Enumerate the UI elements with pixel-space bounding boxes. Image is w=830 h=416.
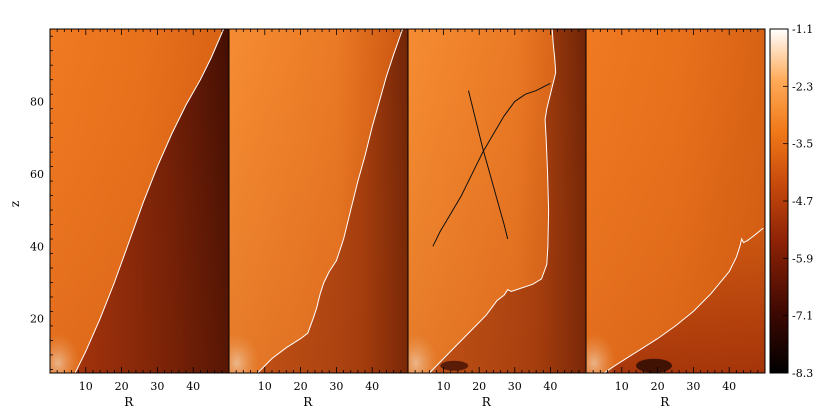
heatmap-field xyxy=(586,29,765,373)
y-axis-title: z xyxy=(8,201,22,207)
panel-frame xyxy=(585,28,766,374)
colorbar-tick-label: -3.5 xyxy=(792,138,813,151)
heatmap-field xyxy=(229,29,408,373)
panel-4: 10 20 30 40 R xyxy=(585,28,766,409)
contour-line-3 xyxy=(468,90,509,240)
x-tick-label: 20 xyxy=(472,380,486,393)
x-axis-title: R xyxy=(482,395,492,409)
x-tick-label: 30 xyxy=(686,380,700,393)
contour-line-1 xyxy=(429,29,557,373)
x-axis: 10 20 30 40 R xyxy=(414,29,580,409)
panels-group: 10 20 30 40 R 20 40 60 80 z 10 20 30 40 R 10 20 30 40 R 10 20… xyxy=(8,28,766,409)
contour-line-1 xyxy=(603,227,764,373)
y-tick-label: 40 xyxy=(30,240,44,253)
heatmap-field xyxy=(50,29,229,373)
x-tick-label: 30 xyxy=(150,380,164,393)
panel-1: 10 20 30 40 R 20 40 60 80 z xyxy=(8,28,230,409)
x-tick-label: 30 xyxy=(508,380,522,393)
x-axis: 10 20 30 40 R xyxy=(56,29,223,409)
x-tick-label: 20 xyxy=(651,380,665,393)
x-tick-label: 40 xyxy=(365,380,379,393)
x-axis-title: R xyxy=(124,395,134,409)
x-axis: 10 20 30 40 R xyxy=(235,29,402,409)
colorbar: -1.1 -2.3 -3.5 -4.7 -5.9 -7.1 -8.3 xyxy=(769,23,813,380)
colorbar-tick-label: -4.7 xyxy=(792,195,813,208)
x-axis-title: R xyxy=(660,395,670,409)
y-tick-label: 20 xyxy=(30,313,44,326)
x-tick-label: 10 xyxy=(79,380,93,393)
x-tick-label: 40 xyxy=(186,380,200,393)
y-axis: 20 40 60 80 z xyxy=(8,35,53,370)
x-tick-label: 20 xyxy=(294,380,308,393)
x-tick-label: 10 xyxy=(437,380,451,393)
colorbar-tick-label: -2.3 xyxy=(792,80,813,93)
colorbar-tick-label: -8.3 xyxy=(792,367,813,380)
x-tick-label: 20 xyxy=(115,380,129,393)
colorbar-tick-label: -7.1 xyxy=(792,310,813,323)
contour-line-1 xyxy=(257,29,404,373)
heatmap-field xyxy=(408,29,586,373)
x-tick-label: 40 xyxy=(722,380,736,393)
x-tick-label: 10 xyxy=(615,380,629,393)
colorbar-tick-label: -5.9 xyxy=(792,252,813,265)
panel-2: 10 20 30 40 R xyxy=(228,28,409,409)
contour-line-2 xyxy=(432,82,551,247)
x-axis: 10 20 30 40 R xyxy=(592,29,759,409)
colorbar-tick-label: -1.1 xyxy=(792,23,813,36)
x-tick-label: 30 xyxy=(329,380,343,393)
y-tick-label: 60 xyxy=(30,168,44,181)
x-tick-label: 10 xyxy=(258,380,272,393)
contour-line-1 xyxy=(74,29,225,373)
panel-3: 10 20 30 40 R xyxy=(407,28,587,409)
y-tick-label: 80 xyxy=(30,95,44,108)
x-axis-title: R xyxy=(303,395,313,409)
x-tick-label: 40 xyxy=(543,380,557,393)
